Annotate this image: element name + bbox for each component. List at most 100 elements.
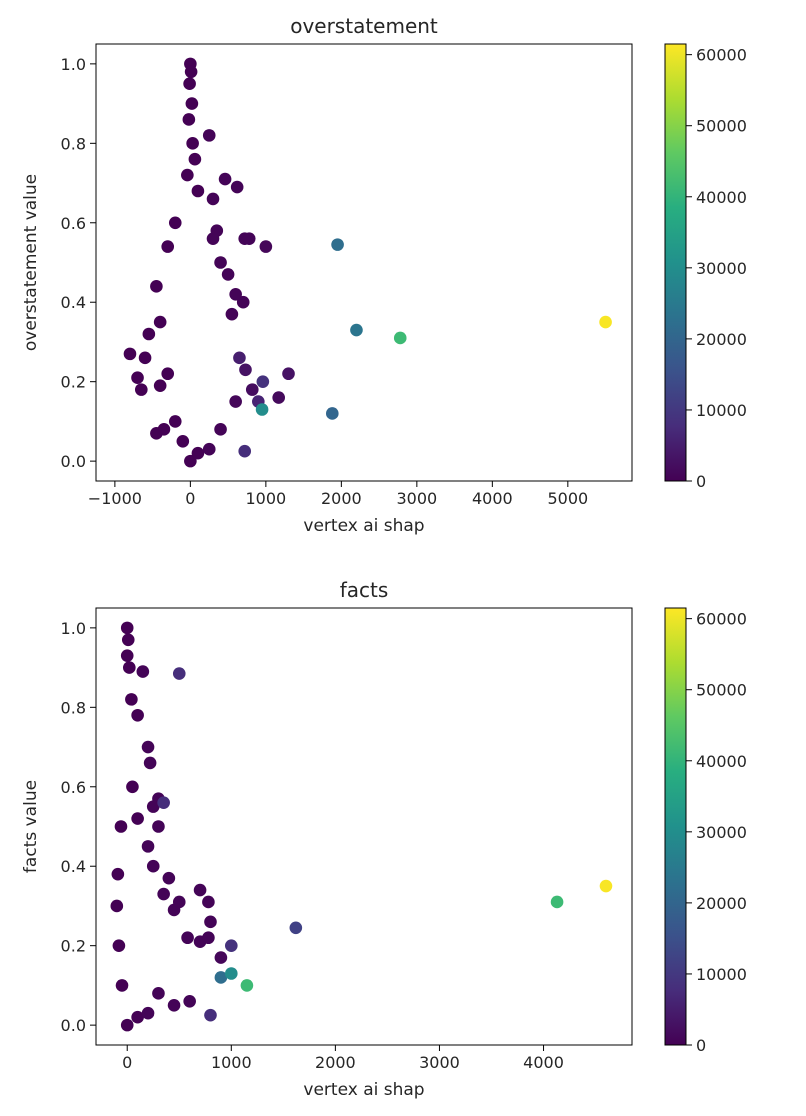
colorbar-tick-label: 50000 <box>696 681 747 700</box>
data-point <box>125 693 138 706</box>
data-point <box>393 331 407 345</box>
data-point <box>131 812 144 825</box>
data-point <box>204 1008 217 1022</box>
data-point <box>350 323 363 337</box>
data-point <box>152 820 165 833</box>
data-point <box>225 967 238 980</box>
x-tick-label: 1000 <box>211 1053 252 1072</box>
y-axis-label: facts value <box>21 780 41 873</box>
x-tick-label: 2000 <box>321 489 362 508</box>
data-point <box>204 915 217 929</box>
data-point <box>176 434 190 448</box>
data-point <box>120 1018 134 1032</box>
colorbar-tick-label: 50000 <box>696 117 747 136</box>
data-point <box>131 371 144 385</box>
data-point <box>550 895 564 909</box>
chart-panel-2: 0 1000 2000 3000 4000 0.0 0.2 0.4 0.6 0.8 1.0 facts… <box>21 578 747 1100</box>
data-point <box>131 1010 144 1024</box>
data-point <box>110 899 124 913</box>
data-point <box>202 931 215 945</box>
data-point <box>152 987 165 1000</box>
data-point <box>225 939 238 952</box>
data-point <box>138 351 152 365</box>
data-point <box>182 113 196 126</box>
data-point <box>121 633 135 647</box>
colorbar: 0 10000 20000 30000 40000 50000 60000 <box>664 43 747 491</box>
data-point <box>236 295 250 309</box>
data-point <box>331 238 344 251</box>
data-point <box>181 931 194 945</box>
y-tick-label: 0.0 <box>61 1016 86 1035</box>
data-point <box>157 887 170 901</box>
data-point <box>214 951 228 964</box>
data-point <box>141 1006 155 1020</box>
data-point <box>168 216 182 230</box>
data-point <box>325 407 339 420</box>
data-point <box>214 423 227 436</box>
colorbar-tick-label: 0 <box>696 472 706 491</box>
colorbar-tick-label: 20000 <box>696 894 747 913</box>
data-point <box>141 740 155 754</box>
data-point <box>202 895 215 909</box>
data-point <box>191 446 205 460</box>
data-point <box>242 232 256 245</box>
y-tick-label: 0.2 <box>61 937 86 956</box>
y-tick-label: 1.0 <box>61 619 86 638</box>
data-point <box>193 883 207 897</box>
y-axis-label: overstatement value <box>21 174 41 351</box>
data-point <box>112 939 126 952</box>
y-tick-label: 0.8 <box>61 698 86 717</box>
x-tick-label: 2000 <box>315 1053 356 1072</box>
colorbar-tick-label: 60000 <box>696 610 747 629</box>
data-point <box>218 172 232 186</box>
colorbar-tick-label: 30000 <box>696 259 747 278</box>
y-tick-label: 0.2 <box>61 373 86 392</box>
y-tick-label: 0.6 <box>61 778 86 797</box>
data-point <box>172 667 186 680</box>
data-point <box>221 268 235 281</box>
data-point <box>157 796 170 809</box>
data-point <box>183 995 196 1008</box>
y-tick-label: 0.6 <box>61 214 86 233</box>
colorbar-tick-label: 10000 <box>696 401 747 420</box>
data-point <box>167 998 181 1012</box>
x-tick-label: 1000 <box>245 489 286 508</box>
data-point <box>115 979 129 992</box>
y-tick-label: 0.0 <box>61 452 86 471</box>
data-point <box>126 780 139 794</box>
data-point <box>233 351 246 365</box>
data-point <box>120 649 134 662</box>
data-point <box>289 921 303 935</box>
data-point <box>206 192 220 206</box>
data-point <box>111 867 125 881</box>
x-tick-label: 0 <box>122 1053 132 1072</box>
data-point <box>255 403 269 416</box>
colorbar: 0 10000 20000 30000 40000 50000 60000 <box>664 607 747 1055</box>
x-axis-label: vertex ai shap <box>303 516 424 536</box>
data-point <box>214 971 228 984</box>
data-point <box>191 184 205 198</box>
data-point <box>150 280 163 293</box>
data-point <box>131 708 144 722</box>
data-point <box>202 442 216 456</box>
data-point <box>238 444 252 458</box>
x-tick-label: 4000 <box>523 1053 564 1072</box>
data-point <box>230 180 244 194</box>
data-point <box>229 287 242 301</box>
data-point <box>185 97 199 110</box>
data-point <box>120 621 134 635</box>
data-point <box>153 315 167 329</box>
colorbar-gradient <box>664 43 687 482</box>
data-point <box>172 895 186 909</box>
data-point <box>183 77 196 91</box>
data-point <box>599 315 612 329</box>
data-point <box>141 840 155 853</box>
data-point <box>161 240 175 253</box>
data-point <box>206 232 220 245</box>
x-axis-label: vertex ai shap <box>303 1080 424 1100</box>
data-point <box>184 65 198 79</box>
colorbar-tick-label: 20000 <box>696 330 747 349</box>
chart-panel-1: −1000 0 1000 2000 3000 4000 5000 0.0 0.2 0.4 0.6 0.… <box>21 14 747 536</box>
data-point <box>162 871 176 885</box>
x-tick-label: 5000 <box>547 489 588 508</box>
